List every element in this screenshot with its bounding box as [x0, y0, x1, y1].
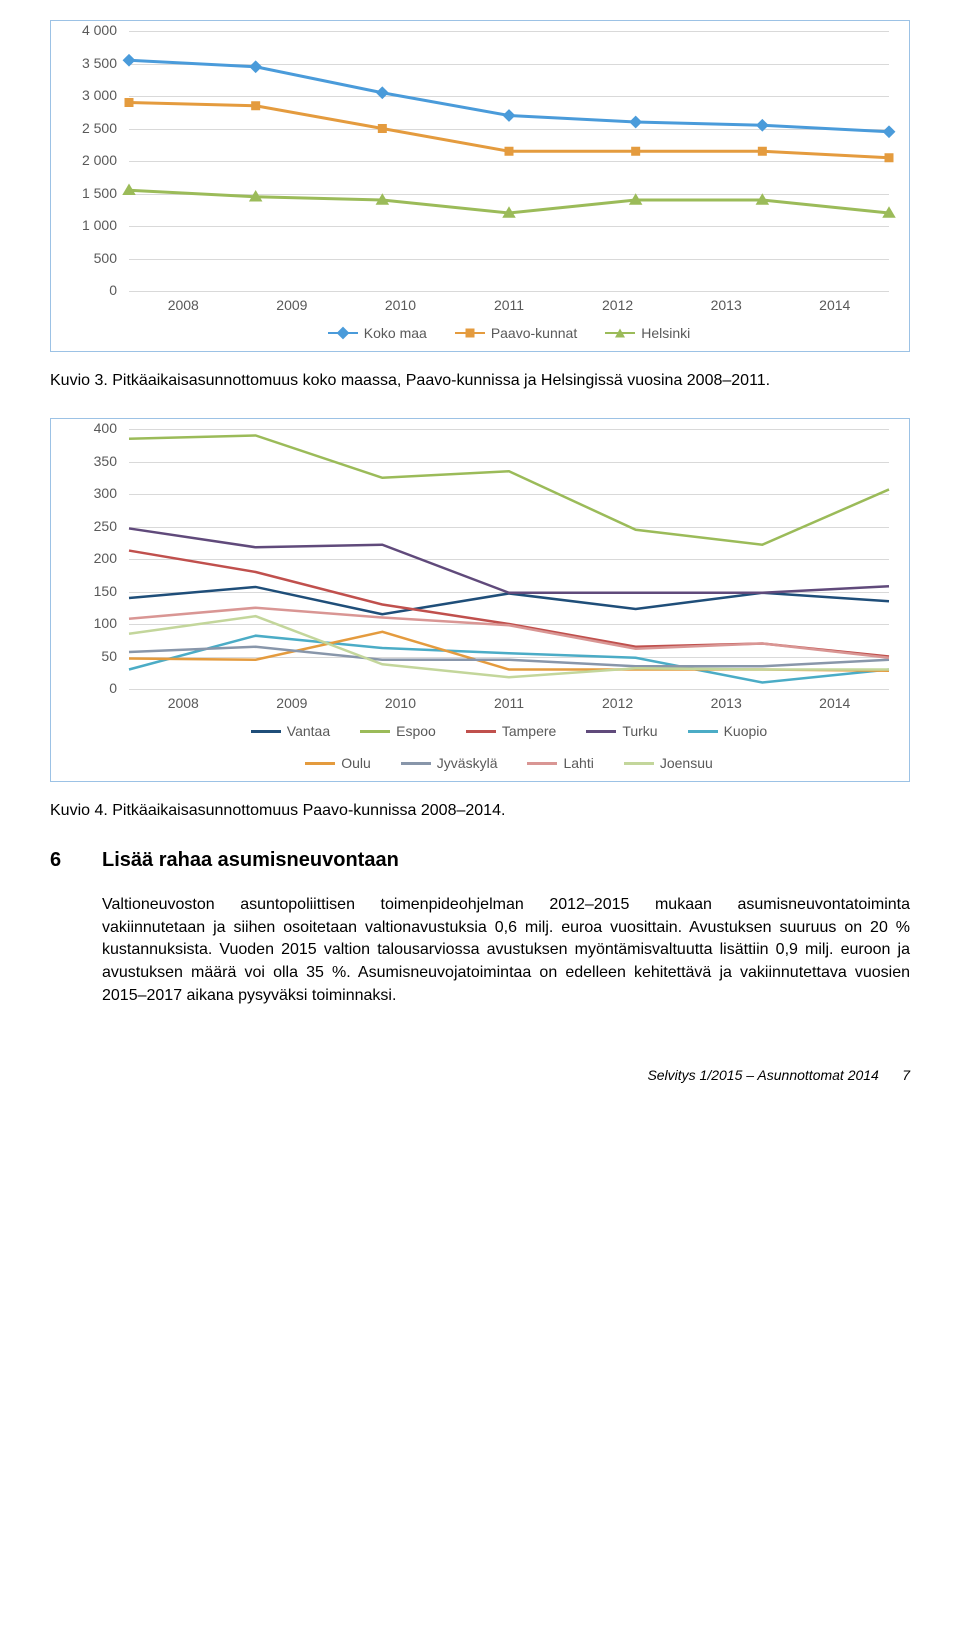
- legend-label: Joensuu: [660, 755, 713, 771]
- y-tick-label: 500: [94, 250, 117, 266]
- legend-item: Tampere: [466, 723, 556, 739]
- x-tick-label: 2012: [563, 297, 672, 313]
- legend-label: Kuopio: [724, 723, 768, 739]
- chart-2: 0501001502002503003504002008200920102011…: [65, 429, 895, 771]
- legend-label: Turku: [622, 723, 657, 739]
- x-tick-label: 2010: [346, 297, 455, 313]
- y-tick-label: 3 000: [82, 87, 117, 103]
- legend-label: Tampere: [502, 723, 556, 739]
- legend-item: Kuopio: [688, 723, 768, 739]
- x-tick-label: 2012: [563, 695, 672, 711]
- series-line: [129, 436, 889, 545]
- series-marker: [883, 125, 896, 138]
- series-marker: [885, 153, 894, 162]
- x-tick-label: 2008: [129, 695, 238, 711]
- legend-item: Espoo: [360, 723, 436, 739]
- legend-label: Espoo: [396, 723, 436, 739]
- y-tick-label: 1 500: [82, 185, 117, 201]
- chart-1: 05001 0001 5002 0002 5003 0003 5004 0002…: [65, 31, 895, 341]
- legend-item: Jyväskylä: [401, 755, 498, 771]
- series-marker: [378, 124, 387, 133]
- series-marker: [505, 147, 514, 156]
- section-body: Lisää rahaa asumisneuvontaan Valtioneuvo…: [102, 849, 910, 1008]
- series-marker: [629, 116, 642, 129]
- legend-item: Oulu: [305, 755, 371, 771]
- y-tick-label: 350: [94, 453, 117, 469]
- legend-item: Paavo-kunnat: [455, 325, 577, 341]
- y-tick-label: 50: [101, 648, 117, 664]
- legend-label: Helsinki: [641, 325, 690, 341]
- y-tick-label: 0: [109, 282, 117, 298]
- legend-item: Lahti: [527, 755, 593, 771]
- chart-legend: Vantaa Espoo Tampere Turku Kuopio Oulu Jyväsky…: [129, 723, 889, 771]
- page-footer: Selvitys 1/2015 – Asunnottomat 2014 7: [50, 1067, 910, 1083]
- legend-label: Koko maa: [364, 325, 427, 341]
- legend-label: Paavo-kunnat: [491, 325, 577, 341]
- y-tick-label: 300: [94, 485, 117, 501]
- gridline: [129, 689, 889, 690]
- section-paragraph: Valtioneuvoston asuntopoliittisen toimen…: [102, 894, 910, 1008]
- y-tick-label: 200: [94, 550, 117, 566]
- series-marker: [503, 109, 516, 122]
- legend-marker-icon: [615, 329, 625, 338]
- y-tick-label: 2 000: [82, 152, 117, 168]
- y-tick-label: 1 000: [82, 217, 117, 233]
- x-tick-label: 2011: [455, 297, 564, 313]
- section-number: 6: [50, 849, 72, 1008]
- series-marker: [125, 98, 134, 107]
- legend-item: Joensuu: [624, 755, 713, 771]
- chart-1-box: 0 500 1 000 1 500 2 000 2 500 3 000 3 500 4 000 2…: [50, 20, 910, 352]
- legend-marker-icon: [465, 329, 474, 338]
- x-tick-label: 2009: [238, 297, 347, 313]
- y-tick-label: 150: [94, 583, 117, 599]
- footer-page-number: 7: [902, 1067, 910, 1083]
- series-marker: [376, 86, 389, 99]
- series-marker: [756, 119, 769, 132]
- chart-2-box: 0 50 100 150 200 250 300 350 400 2008200920102011…: [50, 418, 910, 782]
- x-tick-label: 2009: [238, 695, 347, 711]
- series-line: [129, 551, 889, 657]
- y-tick-label: 400: [94, 420, 117, 436]
- y-tick-label: 2 500: [82, 120, 117, 136]
- series-marker: [758, 147, 767, 156]
- x-tick-label: 2014: [780, 297, 889, 313]
- legend-label: Oulu: [341, 755, 371, 771]
- y-tick-label: 250: [94, 518, 117, 534]
- chart-1-caption: Kuvio 3. Pitkäaikaisasunnottomuus koko m…: [50, 370, 910, 392]
- y-tick-label: 4 000: [82, 22, 117, 38]
- series-marker: [249, 60, 262, 73]
- y-tick-label: 100: [94, 615, 117, 631]
- legend-item: Vantaa: [251, 723, 330, 739]
- legend-item: Helsinki: [605, 325, 690, 341]
- x-tick-label: 2013: [672, 297, 781, 313]
- legend-label: Vantaa: [287, 723, 330, 739]
- section-6: 6 Lisää rahaa asumisneuvontaan Valtioneu…: [50, 849, 910, 1008]
- legend-item: Turku: [586, 723, 657, 739]
- section-title: Lisää rahaa asumisneuvontaan: [102, 849, 910, 872]
- legend-label: Lahti: [563, 755, 593, 771]
- x-tick-label: 2011: [455, 695, 564, 711]
- legend-item: Koko maa: [328, 325, 427, 341]
- x-tick-label: 2013: [672, 695, 781, 711]
- series-marker: [251, 101, 260, 110]
- legend-label: Jyväskylä: [437, 755, 498, 771]
- series-marker: [631, 147, 640, 156]
- chart-2-caption: Kuvio 4. Pitkäaikaisasunnottomuus Paavo-…: [50, 800, 910, 822]
- gridline: [129, 291, 889, 292]
- footer-left: Selvitys 1/2015 – Asunnottomat 2014: [647, 1067, 878, 1083]
- chart-legend: Koko maa Paavo-kunnat Helsinki: [129, 325, 889, 341]
- y-tick-label: 3 500: [82, 55, 117, 71]
- legend-marker-icon: [336, 327, 349, 340]
- x-tick-label: 2008: [129, 297, 238, 313]
- series-line: [129, 608, 889, 658]
- x-tick-label: 2014: [780, 695, 889, 711]
- series-line: [129, 647, 889, 667]
- x-tick-label: 2010: [346, 695, 455, 711]
- y-tick-label: 0: [109, 680, 117, 696]
